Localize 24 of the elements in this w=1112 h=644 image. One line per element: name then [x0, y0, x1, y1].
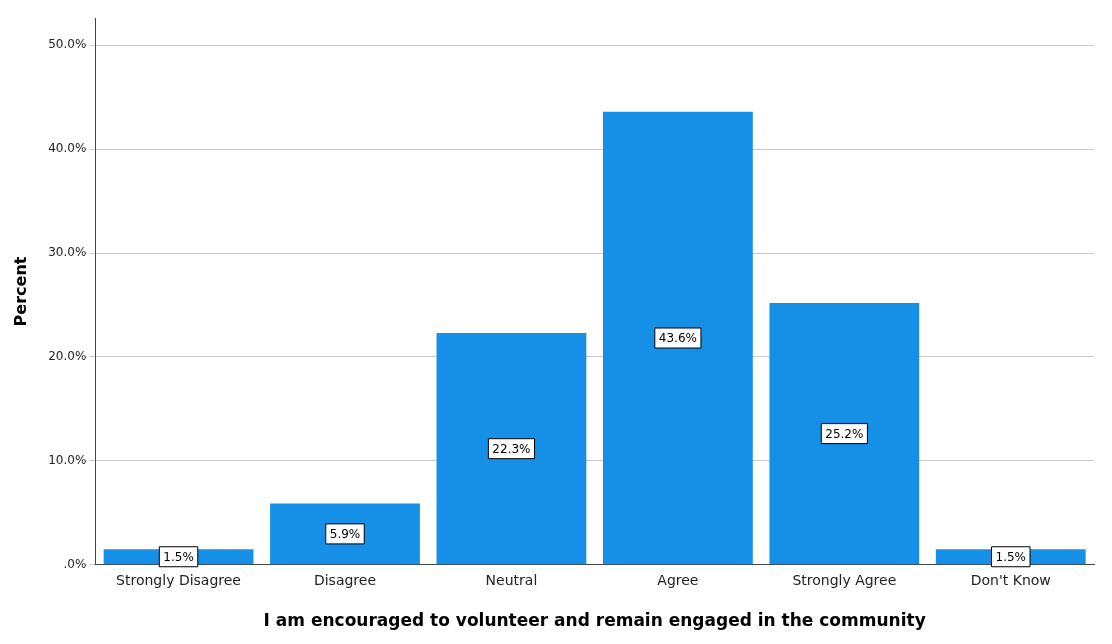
bar [270, 503, 420, 565]
bar [436, 333, 587, 565]
x-tick-label: Strongly Agree [792, 571, 897, 588]
x-tick-label: Strongly Disagree [116, 571, 241, 588]
y-tick-label: .0% [63, 556, 87, 571]
data-label: 22.3% [492, 441, 531, 456]
data-label: 1.5% [163, 549, 194, 564]
y-axis-title: Percent [10, 256, 30, 327]
data-label: 43.6% [658, 331, 697, 346]
x-tick-label: Agree [657, 571, 699, 588]
data-label: 5.9% [329, 527, 361, 542]
x-tick-label: Neutral [485, 571, 538, 588]
bar [602, 111, 753, 565]
data-label: 25.2% [825, 426, 864, 441]
x-axis-title: I am encouraged to volunteer and remain engaged in the community [263, 610, 926, 631]
y-tick-label: 10.0% [48, 453, 87, 468]
x-tick-label: Disagree [313, 571, 377, 588]
bar [769, 302, 920, 565]
y-tick-label: 50.0% [48, 37, 87, 52]
x-tick-label: Don't Know [970, 571, 1051, 588]
y-tick-label: 40.0% [48, 141, 87, 156]
data-label: 1.5% [995, 549, 1027, 564]
y-tick-label: 30.0% [48, 245, 87, 260]
y-tick-label: 20.0% [48, 349, 87, 364]
